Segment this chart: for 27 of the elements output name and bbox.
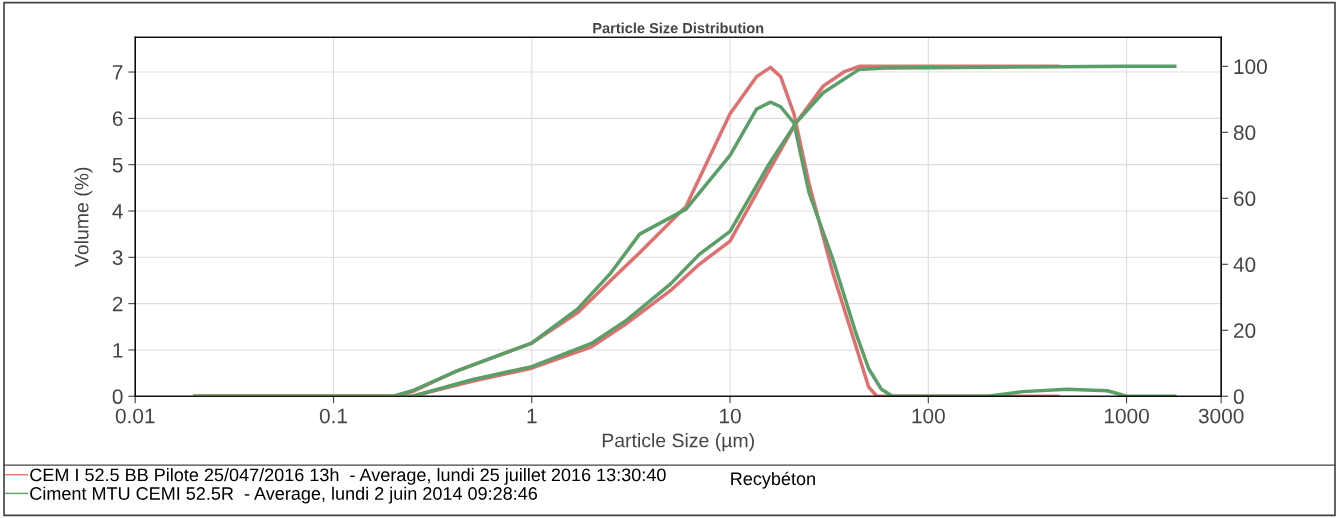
y2-tick-label: 0 bbox=[1233, 389, 1244, 405]
y-tick-label: 5 bbox=[112, 157, 123, 173]
y2-tick-label: 80 bbox=[1233, 125, 1256, 141]
y2-tick-label: 20 bbox=[1234, 323, 1256, 339]
y2-tick-label: 100 bbox=[1234, 59, 1267, 75]
y-tick-label: 2 bbox=[112, 296, 123, 312]
y-tick-label: 3 bbox=[112, 250, 123, 266]
x-tick-label: 1000 bbox=[1104, 408, 1149, 424]
y-tick-label: 6 bbox=[112, 111, 123, 127]
x-axis-title: Particle Size (µm) bbox=[602, 433, 754, 452]
y-tick-label: 7 bbox=[112, 65, 123, 80]
y-tick-label: 1 bbox=[113, 343, 123, 358]
chart-title: Particle Size Distribution bbox=[593, 22, 764, 34]
x-tick-label: 0.1 bbox=[319, 408, 347, 424]
y-tick-label: 4 bbox=[112, 204, 123, 219]
legend-label: Ciment MTU CEMI 52.5R - Average, lundi 2 juin 2014 09:28:46 bbox=[30, 486, 538, 504]
x-tick-label: 10 bbox=[720, 408, 741, 424]
x-tick-label: 100 bbox=[912, 408, 945, 424]
text: Recybéton bbox=[731, 471, 815, 489]
x-tick-label: 0.01 bbox=[115, 408, 155, 424]
legend-label: CEM I 52.5 BB Pilote 25/047/2016 13h - Average, lundi 25 juillet 2016 13:30:40 bbox=[30, 468, 666, 485]
y-axis-title: Volume (%) bbox=[74, 167, 93, 267]
y2-tick-label: 60 bbox=[1234, 191, 1256, 207]
x-tick-label: 3000 bbox=[1198, 408, 1244, 424]
y2-tick-label: 40 bbox=[1233, 257, 1256, 273]
x-tick-label: 1 bbox=[527, 408, 537, 424]
y-tick-label: 0 bbox=[112, 389, 123, 405]
